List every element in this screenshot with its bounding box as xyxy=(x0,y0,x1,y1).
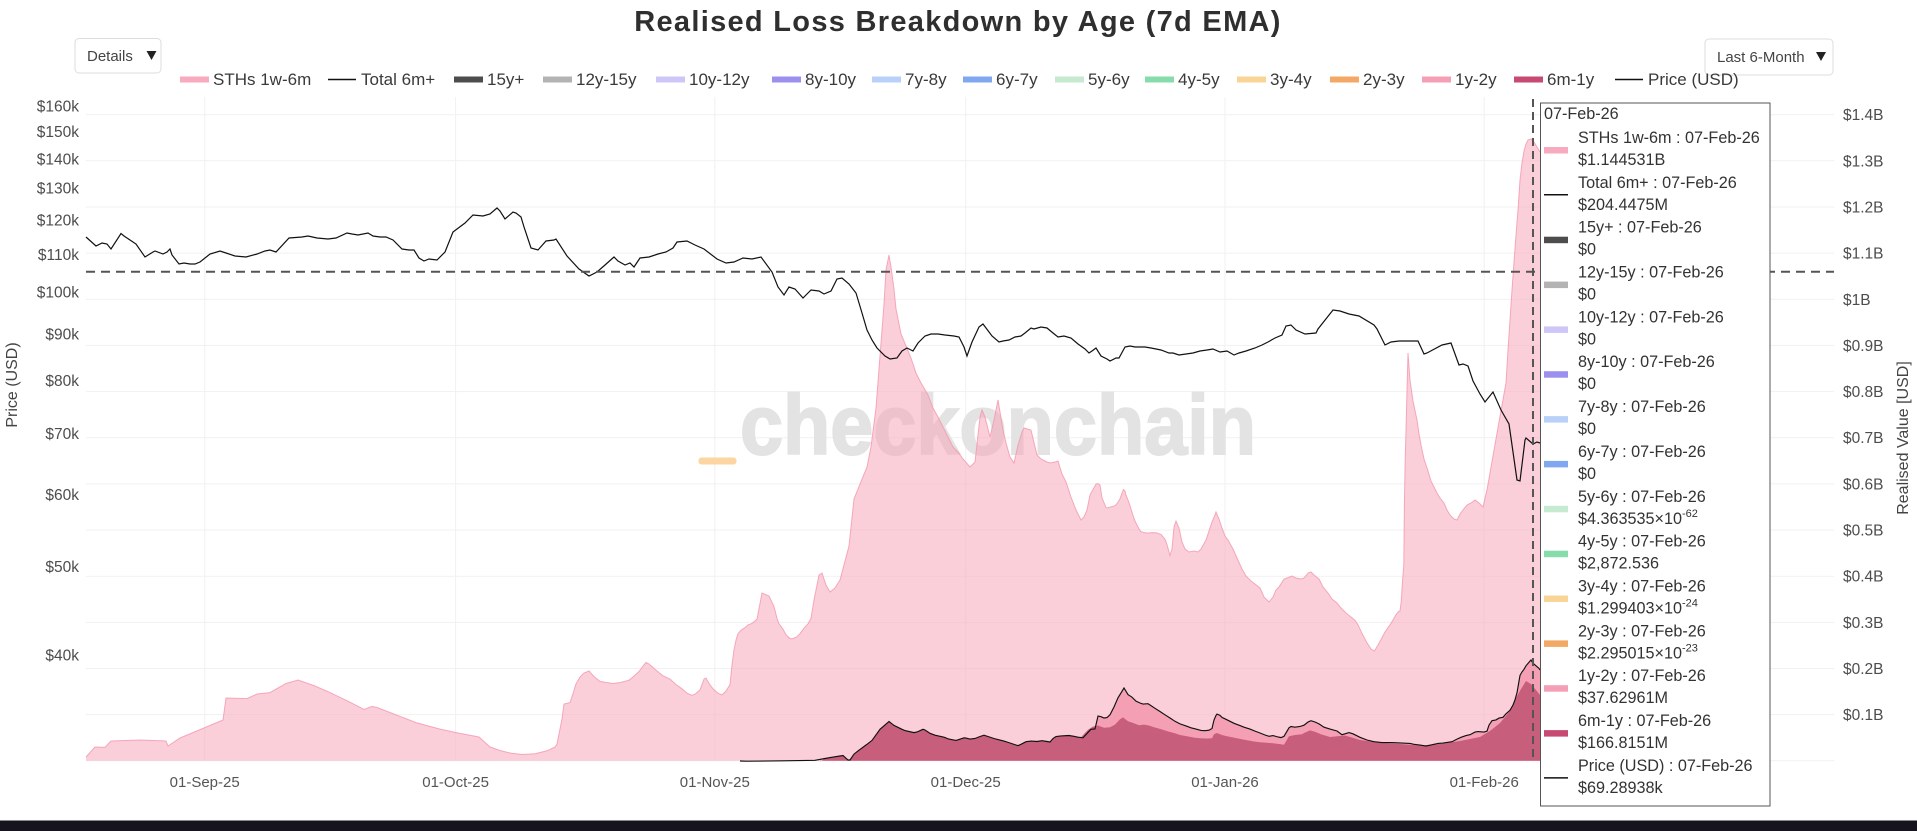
svg-text:$0.8B: $0.8B xyxy=(1843,384,1884,401)
svg-text:Price (USD) : 07-Feb-26: Price (USD) : 07-Feb-26 xyxy=(1578,757,1753,775)
svg-text:8y-10y : 07-Feb-26: 8y-10y : 07-Feb-26 xyxy=(1578,353,1715,371)
svg-text:$204.4475M: $204.4475M xyxy=(1578,196,1668,214)
svg-text:$0.7B: $0.7B xyxy=(1843,430,1884,447)
svg-text:3y-4y: 3y-4y xyxy=(1270,70,1312,89)
svg-text:$140k: $140k xyxy=(37,151,79,168)
svg-text:$0.5B: $0.5B xyxy=(1843,523,1884,540)
svg-text:01-Oct-25: 01-Oct-25 xyxy=(422,774,489,791)
svg-text:$70k: $70k xyxy=(45,426,79,443)
svg-text:$69.28938k: $69.28938k xyxy=(1578,779,1664,797)
svg-text:$40k: $40k xyxy=(45,648,79,665)
svg-text:01-Nov-25: 01-Nov-25 xyxy=(680,774,750,791)
svg-text:2y-3y: 2y-3y xyxy=(1363,70,1405,89)
svg-text:$0.9B: $0.9B xyxy=(1843,338,1884,355)
svg-text:15y+: 15y+ xyxy=(487,70,524,89)
svg-text:1y-2y: 1y-2y xyxy=(1455,70,1497,89)
svg-text:$0: $0 xyxy=(1578,420,1596,438)
svg-text:7y-8y: 7y-8y xyxy=(905,70,947,89)
svg-text:Realised Loss Breakdown by Age: Realised Loss Breakdown by Age (7d EMA) xyxy=(634,6,1281,38)
svg-text:$120k: $120k xyxy=(37,212,79,229)
svg-text:5y-6y: 5y-6y xyxy=(1088,70,1130,89)
svg-text:6y-7y : 07-Feb-26: 6y-7y : 07-Feb-26 xyxy=(1578,443,1706,461)
svg-text:Realised Value [USD]: Realised Value [USD] xyxy=(1895,361,1912,515)
svg-text:Last 6-Month: Last 6-Month xyxy=(1717,49,1805,66)
svg-text:3y-4y : 07-Feb-26: 3y-4y : 07-Feb-26 xyxy=(1578,578,1706,596)
svg-text:$0: $0 xyxy=(1578,375,1596,393)
svg-text:10y-12y : 07-Feb-26: 10y-12y : 07-Feb-26 xyxy=(1578,308,1724,326)
svg-text:4y-5y: 4y-5y xyxy=(1178,70,1220,89)
svg-text:$0.3B: $0.3B xyxy=(1843,615,1884,632)
svg-text:Price (USD): Price (USD) xyxy=(1648,70,1739,89)
svg-text:$4.363535×10-62: $4.363535×10-62 xyxy=(1578,508,1698,528)
svg-text:$0: $0 xyxy=(1578,286,1596,304)
svg-text:2y-3y : 07-Feb-26: 2y-3y : 07-Feb-26 xyxy=(1578,622,1706,640)
svg-text:$90k: $90k xyxy=(45,326,79,343)
svg-text:$1.144531B: $1.144531B xyxy=(1578,151,1665,169)
svg-text:$160k: $160k xyxy=(37,99,79,116)
svg-text:01-Jan-26: 01-Jan-26 xyxy=(1191,774,1259,791)
svg-text:$0: $0 xyxy=(1578,330,1596,348)
svg-text:$1.299403×10-24: $1.299403×10-24 xyxy=(1578,598,1698,618)
svg-text:4y-5y : 07-Feb-26: 4y-5y : 07-Feb-26 xyxy=(1578,533,1706,551)
svg-text:Total 6m+ : 07-Feb-26: Total 6m+ : 07-Feb-26 xyxy=(1578,174,1737,192)
svg-text:$1B: $1B xyxy=(1843,292,1871,309)
svg-text:$150k: $150k xyxy=(37,124,79,141)
svg-text:$37.62961M: $37.62961M xyxy=(1578,689,1668,707)
svg-text:15y+ : 07-Feb-26: 15y+ : 07-Feb-26 xyxy=(1578,219,1702,237)
svg-text:$80k: $80k xyxy=(45,373,79,390)
svg-text:$0: $0 xyxy=(1578,241,1596,259)
svg-text:$100k: $100k xyxy=(37,285,79,302)
svg-text:6y-7y: 6y-7y xyxy=(996,70,1038,89)
svg-text:12y-15y : 07-Feb-26: 12y-15y : 07-Feb-26 xyxy=(1578,264,1724,282)
svg-text:$1.1B: $1.1B xyxy=(1843,246,1884,263)
svg-text:$0.1B: $0.1B xyxy=(1843,707,1884,724)
svg-text:$0.6B: $0.6B xyxy=(1843,476,1884,493)
svg-text:$0.4B: $0.4B xyxy=(1843,569,1884,586)
svg-text:STHs 1w-6m : 07-Feb-26: STHs 1w-6m : 07-Feb-26 xyxy=(1578,129,1760,147)
svg-text:5y-6y : 07-Feb-26: 5y-6y : 07-Feb-26 xyxy=(1578,488,1706,506)
svg-text:$130k: $130k xyxy=(37,181,79,198)
svg-text:$2.295015×10-23: $2.295015×10-23 xyxy=(1578,642,1698,662)
svg-text:07-Feb-26: 07-Feb-26 xyxy=(1544,105,1619,123)
svg-text:7y-8y : 07-Feb-26: 7y-8y : 07-Feb-26 xyxy=(1578,398,1706,416)
svg-text:6m-1y : 07-Feb-26: 6m-1y : 07-Feb-26 xyxy=(1578,712,1711,730)
svg-text:01-Sep-25: 01-Sep-25 xyxy=(170,774,240,791)
svg-text:$60k: $60k xyxy=(45,487,79,504)
svg-text:01-Feb-26: 01-Feb-26 xyxy=(1450,774,1519,791)
svg-text:Price (USD): Price (USD) xyxy=(4,342,21,427)
svg-text:$0: $0 xyxy=(1578,465,1596,483)
svg-text:STHs 1w-6m: STHs 1w-6m xyxy=(213,70,311,89)
svg-text:8y-10y: 8y-10y xyxy=(805,70,857,89)
svg-text:Total 6m+: Total 6m+ xyxy=(361,70,435,89)
svg-text:Details: Details xyxy=(87,48,133,65)
svg-text:$1.3B: $1.3B xyxy=(1843,153,1884,170)
svg-text:$2,872.536: $2,872.536 xyxy=(1578,555,1659,573)
svg-text:$1.2B: $1.2B xyxy=(1843,200,1884,217)
svg-text:1y-2y : 07-Feb-26: 1y-2y : 07-Feb-26 xyxy=(1578,667,1706,685)
svg-text:$50k: $50k xyxy=(45,559,79,576)
svg-text:10y-12y: 10y-12y xyxy=(689,70,750,89)
svg-text:$1.4B: $1.4B xyxy=(1843,107,1884,124)
svg-text:$110k: $110k xyxy=(38,247,79,264)
svg-text:01-Dec-25: 01-Dec-25 xyxy=(931,774,1001,791)
svg-text:12y-15y: 12y-15y xyxy=(576,70,637,89)
svg-text:$0.2B: $0.2B xyxy=(1843,661,1884,678)
svg-text:$166.8151M: $166.8151M xyxy=(1578,734,1668,752)
svg-text:6m-1y: 6m-1y xyxy=(1547,70,1595,89)
